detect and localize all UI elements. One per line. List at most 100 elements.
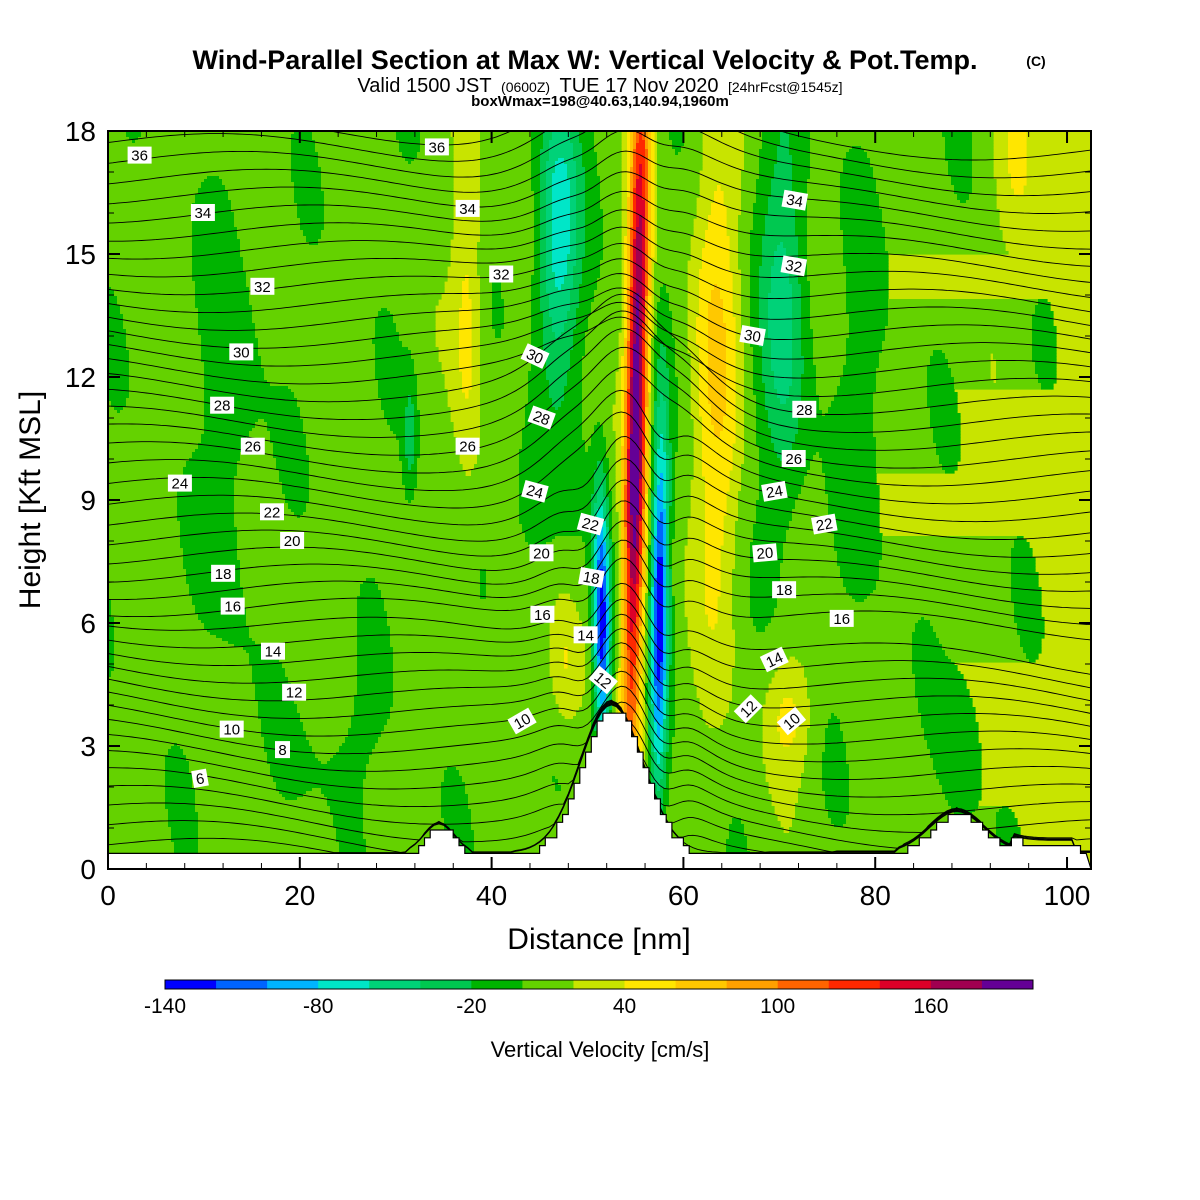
w-cell (645, 224, 649, 228)
w-cell (108, 311, 121, 315)
w-cell (225, 185, 295, 189)
w-cell (480, 368, 532, 372)
w-cell (756, 407, 766, 411)
w-cell (645, 164, 649, 168)
w-cell (627, 158, 631, 162)
w-cell (771, 191, 796, 195)
w-cell (759, 275, 772, 279)
w-cell (627, 509, 631, 513)
w-cell (552, 245, 571, 249)
w-cell (699, 344, 709, 348)
w-cell (792, 338, 802, 342)
w-cell (405, 416, 415, 420)
w-cell (642, 533, 646, 537)
w-cell (636, 320, 640, 324)
w-cell (636, 551, 640, 555)
w-cell (882, 224, 1000, 228)
w-cell (609, 479, 616, 483)
w-cell (675, 506, 691, 510)
w-cell (801, 377, 817, 381)
w-cell (759, 311, 769, 315)
w-cell (669, 539, 673, 543)
w-cell (648, 254, 652, 258)
w-cell (183, 548, 238, 552)
w-cell (636, 314, 640, 318)
w-cell (639, 467, 643, 471)
w-cell (1008, 134, 1027, 138)
w-cell (279, 473, 310, 477)
w-cell (294, 194, 325, 198)
w-cell (888, 314, 1033, 318)
w-cell (651, 521, 655, 525)
w-cell (576, 311, 592, 315)
w-cell (762, 260, 775, 264)
w-cell (675, 464, 694, 468)
w-cell (657, 254, 691, 258)
w-cell (678, 416, 691, 420)
w-cell (651, 155, 655, 159)
w-cell (663, 443, 667, 447)
w-cell (663, 533, 667, 537)
w-cell (108, 134, 127, 138)
w-cell (1041, 386, 1054, 390)
w-cell (555, 536, 583, 540)
w-cell (873, 401, 928, 405)
w-cell (750, 284, 760, 288)
w-cell (639, 365, 643, 369)
w-cell (639, 539, 643, 543)
w-cell (609, 503, 613, 507)
w-cell (177, 515, 235, 519)
w-cell (399, 449, 406, 453)
w-cell (948, 161, 973, 165)
w-cell (519, 521, 592, 525)
w-cell (879, 356, 931, 360)
w-cell (636, 287, 643, 291)
w-cell (540, 194, 547, 198)
w-cell (108, 548, 184, 552)
w-cell (324, 218, 454, 222)
w-cell (648, 197, 652, 201)
w-cell (930, 425, 961, 429)
w-cell (639, 140, 646, 144)
w-cell (882, 542, 1015, 546)
w-cell (579, 284, 598, 288)
w-cell (639, 401, 643, 405)
w-cell (660, 446, 664, 450)
w-cell (672, 548, 685, 552)
w-cell (819, 452, 877, 456)
w-cell (645, 266, 649, 270)
w-cell (303, 431, 394, 435)
w-cell (582, 158, 598, 162)
w-cell (543, 347, 574, 351)
w-cell (270, 383, 379, 387)
w-cell (480, 323, 493, 327)
w-cell (792, 329, 802, 333)
w-cell (657, 527, 664, 531)
w-cell (594, 482, 607, 486)
w-cell (531, 161, 541, 165)
w-cell (771, 440, 796, 444)
w-cell (630, 530, 634, 534)
w-cell (324, 221, 454, 225)
w-cell (222, 179, 292, 183)
w-cell (645, 152, 649, 156)
w-cell (591, 506, 595, 510)
w-cell (651, 350, 655, 354)
w-cell (744, 434, 757, 438)
w-cell (252, 314, 379, 318)
w-cell (636, 239, 643, 243)
w-cell (633, 272, 637, 276)
w-cell (630, 470, 640, 474)
w-cell (627, 539, 631, 543)
w-cell (414, 416, 421, 420)
w-cell (627, 380, 631, 384)
w-cell (306, 506, 520, 510)
w-cell (669, 503, 673, 507)
w-cell (600, 272, 622, 276)
w-cell (819, 395, 835, 399)
w-cell (633, 359, 640, 363)
w-cell (654, 332, 658, 336)
w-cell (552, 236, 571, 240)
w-cell (645, 242, 649, 246)
w-cell (750, 314, 760, 318)
